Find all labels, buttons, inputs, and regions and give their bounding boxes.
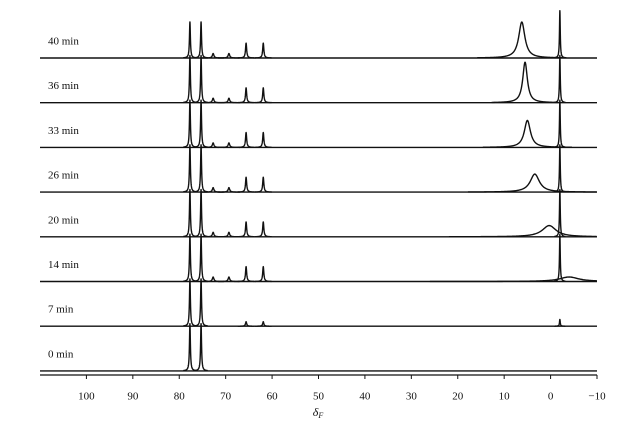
x-tick-label: 50 bbox=[313, 391, 325, 403]
peak bbox=[553, 144, 567, 193]
peak bbox=[237, 321, 256, 327]
peak bbox=[217, 52, 241, 59]
peak bbox=[217, 97, 241, 104]
x-tick-label: 70 bbox=[220, 391, 232, 403]
peak bbox=[193, 233, 209, 282]
x-tick-label: 30 bbox=[406, 391, 418, 403]
peak bbox=[193, 188, 209, 238]
x-tick-label: 60 bbox=[267, 391, 279, 403]
x-tick-label: 10 bbox=[499, 391, 511, 403]
peak bbox=[429, 276, 598, 283]
peak bbox=[553, 188, 567, 238]
peak bbox=[553, 10, 567, 59]
peak bbox=[182, 322, 198, 372]
peak bbox=[182, 21, 198, 59]
peak bbox=[254, 176, 273, 193]
trace-label: 40 min bbox=[48, 36, 79, 48]
peak bbox=[237, 176, 256, 193]
peak bbox=[254, 87, 273, 104]
peak bbox=[193, 278, 209, 327]
trace-label: 33 min bbox=[48, 125, 79, 137]
peak bbox=[182, 99, 198, 148]
peak bbox=[182, 278, 198, 327]
peak bbox=[217, 186, 241, 193]
x-tick-label: 100 bbox=[78, 391, 95, 403]
peak bbox=[476, 21, 567, 59]
peak bbox=[193, 322, 209, 372]
x-axis-label: δF bbox=[313, 405, 324, 420]
peak bbox=[467, 173, 597, 193]
trace-label: 20 min bbox=[48, 214, 79, 226]
x-tick-label: 80 bbox=[174, 391, 186, 403]
peak bbox=[193, 99, 209, 148]
peak bbox=[217, 231, 241, 238]
peak bbox=[182, 233, 198, 282]
peak bbox=[237, 87, 256, 104]
peak bbox=[553, 233, 567, 282]
peak bbox=[182, 188, 198, 238]
x-tick-label: 90 bbox=[127, 391, 139, 403]
peak bbox=[254, 221, 273, 238]
peak bbox=[217, 276, 241, 283]
x-tick-label: −10 bbox=[588, 391, 606, 403]
x-tick-label: 0 bbox=[548, 391, 554, 403]
peak bbox=[254, 42, 273, 59]
trace-label: 14 min bbox=[48, 259, 79, 271]
peak bbox=[553, 99, 567, 148]
x-tick-label: 40 bbox=[359, 391, 371, 403]
trace-label: 0 min bbox=[48, 348, 74, 360]
trace-label: 26 min bbox=[48, 170, 79, 182]
peak bbox=[254, 265, 273, 283]
trace-label: 7 min bbox=[48, 304, 74, 316]
peak bbox=[491, 61, 559, 104]
peak bbox=[182, 54, 198, 104]
peak bbox=[237, 221, 256, 238]
peak bbox=[193, 144, 209, 193]
peak bbox=[448, 224, 597, 238]
peak bbox=[182, 144, 198, 193]
trace-label: 36 min bbox=[48, 80, 79, 92]
peak bbox=[254, 131, 273, 148]
peak bbox=[254, 321, 273, 327]
peak bbox=[193, 21, 209, 59]
peak bbox=[553, 54, 567, 104]
peak bbox=[237, 131, 256, 148]
x-label-main: δ bbox=[313, 405, 319, 419]
peak bbox=[193, 54, 209, 104]
peak bbox=[553, 318, 567, 327]
x-tick-label: 20 bbox=[452, 391, 464, 403]
peak bbox=[237, 265, 256, 283]
peak bbox=[217, 142, 241, 149]
peak bbox=[237, 42, 256, 59]
x-label-subscript: F bbox=[317, 411, 323, 420]
